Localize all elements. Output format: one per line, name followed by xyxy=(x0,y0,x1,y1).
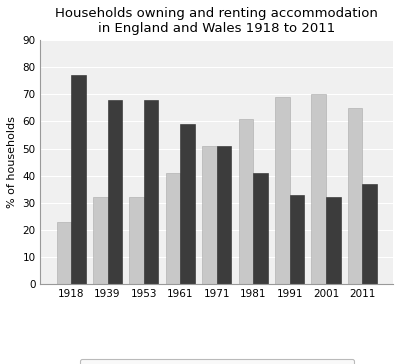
Bar xyxy=(217,146,231,284)
Bar xyxy=(144,100,158,284)
Legend: households in owned
accommodation, households in rented
accommodation: households in owned accommodation, house… xyxy=(80,359,354,364)
Bar xyxy=(108,100,122,284)
Bar xyxy=(362,184,377,284)
Bar xyxy=(129,197,144,284)
Bar xyxy=(326,197,341,284)
Y-axis label: % of households: % of households xyxy=(7,116,17,208)
Bar xyxy=(312,94,326,284)
Bar xyxy=(93,197,108,284)
Bar xyxy=(166,173,180,284)
Bar xyxy=(239,119,253,284)
Bar xyxy=(71,75,86,284)
Bar xyxy=(290,195,304,284)
Bar xyxy=(348,108,362,284)
Bar xyxy=(180,124,195,284)
Title: Households owning and renting accommodation
in England and Wales 1918 to 2011: Households owning and renting accommodat… xyxy=(55,7,378,35)
Bar xyxy=(202,146,217,284)
Bar xyxy=(275,97,290,284)
Bar xyxy=(253,173,268,284)
Bar xyxy=(56,222,71,284)
